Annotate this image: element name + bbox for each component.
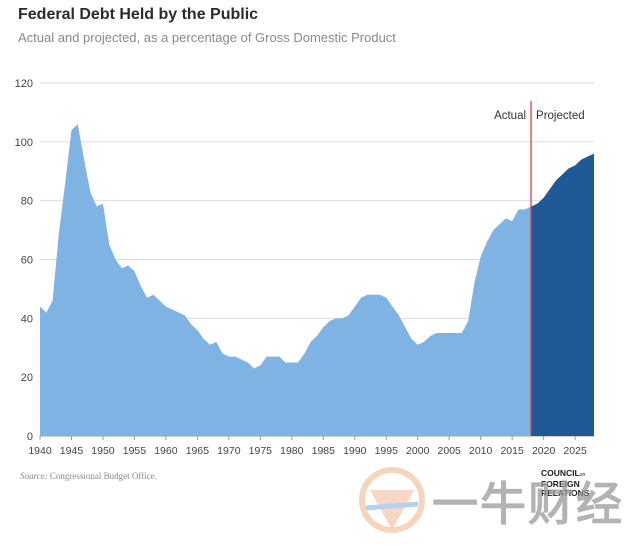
- x-tick-label: 1950: [91, 445, 115, 457]
- label-projected: Projected: [536, 110, 585, 122]
- actual-projected-divider: Actual Projected: [494, 101, 585, 436]
- chart-subtitle: Actual and projected, as a percentage of…: [18, 30, 396, 45]
- x-tick-label: 1990: [343, 445, 367, 457]
- y-tick-label: 20: [21, 372, 33, 384]
- x-tick-label: 1945: [60, 445, 84, 457]
- logo-small: on: [579, 472, 586, 478]
- y-tick-label: 40: [21, 313, 33, 325]
- x-tick-label: 2000: [406, 445, 430, 457]
- logo-line3: RELATIONS: [541, 488, 590, 498]
- label-actual: Actual: [494, 110, 526, 122]
- y-tick-label: 60: [21, 255, 33, 267]
- x-tick-label: 2010: [469, 445, 493, 457]
- logo-line2: FOREIGN: [541, 479, 580, 489]
- y-tick-label: 80: [21, 196, 33, 208]
- y-tick-label: 0: [27, 431, 33, 443]
- y-tick-label: 120: [15, 78, 33, 90]
- axes: 0 20 40 60 80 100 120 1940 1945 1950 1955 1960 1965 1…: [15, 78, 587, 457]
- watermark: 一牛财经: [352, 460, 640, 541]
- x-tick-label: 2005: [438, 445, 462, 457]
- source-label: Source:: [20, 471, 48, 481]
- watermark-text: 一牛财经: [432, 477, 624, 531]
- area-projected: [531, 153, 594, 436]
- y-tick-label: 100: [15, 137, 33, 149]
- x-tick-label: 1975: [249, 445, 273, 457]
- x-tick-label: 1960: [154, 445, 178, 457]
- watermark-logo-icon: [359, 467, 425, 533]
- area-actual: [40, 124, 532, 436]
- logo-line1: COUNCIL: [541, 468, 580, 478]
- data-areas: [40, 124, 594, 436]
- x-tick-label: 1995: [375, 445, 399, 457]
- x-tick-label: 2025: [563, 445, 587, 457]
- x-tick-label: 2020: [532, 445, 556, 457]
- x-tick-label: 1985: [312, 445, 336, 457]
- x-tick-label: 1970: [217, 445, 241, 457]
- x-tick-label: 1980: [280, 445, 304, 457]
- x-tick-label: 2015: [500, 445, 524, 457]
- cfr-logo: COUNCILon FOREIGN RELATIONS: [541, 469, 589, 498]
- source-note: Source: Congressional Budget Office.: [20, 471, 157, 481]
- chart-title: Federal Debt Held by the Public: [18, 6, 259, 23]
- x-tick-label: 1955: [123, 445, 147, 457]
- x-tick-label: 1965: [186, 445, 210, 457]
- source-text: Congressional Budget Office.: [49, 471, 157, 481]
- x-tick-label: 1940: [28, 445, 52, 457]
